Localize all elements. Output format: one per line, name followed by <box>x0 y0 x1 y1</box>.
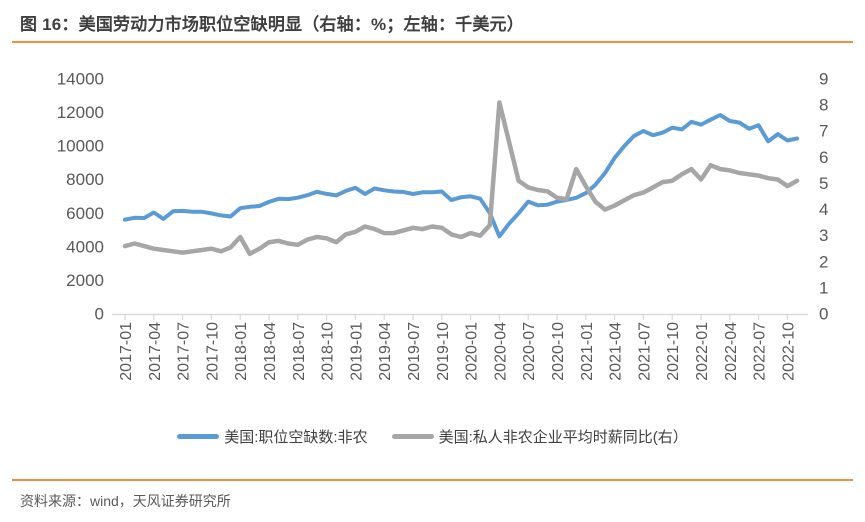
y-axis-label-right: 8 <box>819 96 828 115</box>
figure-title: 图 16：美国劳动力市场职位空缺明显（右轴：%；左轴：千美元） <box>20 15 524 34</box>
chart-legend: 美国:职位空缺数:非农 美国:私人非农企业平均时薪同比(右） <box>0 426 865 447</box>
x-axis-label: 2021-10 <box>665 322 682 381</box>
y-axis-label-right: 2 <box>819 252 828 271</box>
y-axis-label-right: 6 <box>819 148 828 167</box>
y-axis-label-right: 1 <box>819 278 828 297</box>
y-axis-label-right: 7 <box>819 122 828 141</box>
y-axis-label-right: 9 <box>819 70 828 89</box>
source-note: 资料来源：wind，天风证券研究所 <box>20 493 231 509</box>
x-axis-label: 2021-07 <box>636 322 653 381</box>
x-axis-label: 2018-07 <box>291 322 308 381</box>
source-divider <box>12 479 853 481</box>
y-axis-label-right: 4 <box>819 200 828 219</box>
x-axis-label: 2019-07 <box>406 322 423 381</box>
x-axis-label: 2017-04 <box>147 322 164 381</box>
x-axis-label: 2018-01 <box>233 322 250 381</box>
legend-item-hourly-wage: 美国:私人非农企业平均时薪同比(右） <box>391 426 688 447</box>
x-axis-label: 2018-10 <box>320 322 337 381</box>
x-axis-label: 2017-01 <box>118 322 135 381</box>
series-line-wage-gray <box>122 100 800 257</box>
x-axis-label: 2020-01 <box>464 322 481 381</box>
y-axis-label-left: 4000 <box>66 237 104 256</box>
x-axis-label: 2018-04 <box>262 322 279 381</box>
x-axis-label: 2020-04 <box>492 322 509 381</box>
y-axis-label-left: 12000 <box>57 103 104 122</box>
x-axis-label: 2022-10 <box>780 322 797 381</box>
title-divider <box>12 41 853 43</box>
x-axis-label: 2022-01 <box>694 322 711 381</box>
x-axis-label: 2020-10 <box>550 322 567 381</box>
y-axis-label-left: 10000 <box>57 137 104 156</box>
x-axis-label: 2019-01 <box>348 322 365 381</box>
x-axis-label: 2022-04 <box>723 322 740 381</box>
x-axis-label: 2019-04 <box>377 322 394 381</box>
x-axis-label: 2022-07 <box>752 322 769 381</box>
x-axis-label: 2017-07 <box>176 322 193 381</box>
x-axis-label: 2017-10 <box>204 322 221 381</box>
y-axis-label-left: 2000 <box>66 271 104 290</box>
x-axis-label: 2019-10 <box>435 322 452 381</box>
y-axis-label-left: 0 <box>95 305 104 324</box>
y-axis-label-left: 14000 <box>57 70 104 89</box>
y-axis-label-right: 0 <box>819 305 828 324</box>
series-line-openings-blue <box>123 113 799 239</box>
y-axis-label-left: 6000 <box>66 204 104 223</box>
legend-label-hourly-wage: 美国:私人非农企业平均时薪同比(右） <box>438 429 688 446</box>
x-axis-label: 2020-07 <box>521 322 538 381</box>
y-axis-label-right: 5 <box>819 174 828 193</box>
y-axis-label-right: 3 <box>819 226 828 245</box>
y-axis-label-left: 8000 <box>66 170 104 189</box>
legend-line-swatch-gray <box>391 434 434 439</box>
legend-item-job-openings: 美国:职位空缺数:非农 <box>177 426 368 447</box>
x-axis-label: 2021-01 <box>579 322 596 381</box>
x-axis-label: 2021-04 <box>608 322 625 381</box>
legend-label-job-openings: 美国:职位空缺数:非农 <box>224 429 368 446</box>
legend-line-swatch-blue <box>177 434 220 439</box>
